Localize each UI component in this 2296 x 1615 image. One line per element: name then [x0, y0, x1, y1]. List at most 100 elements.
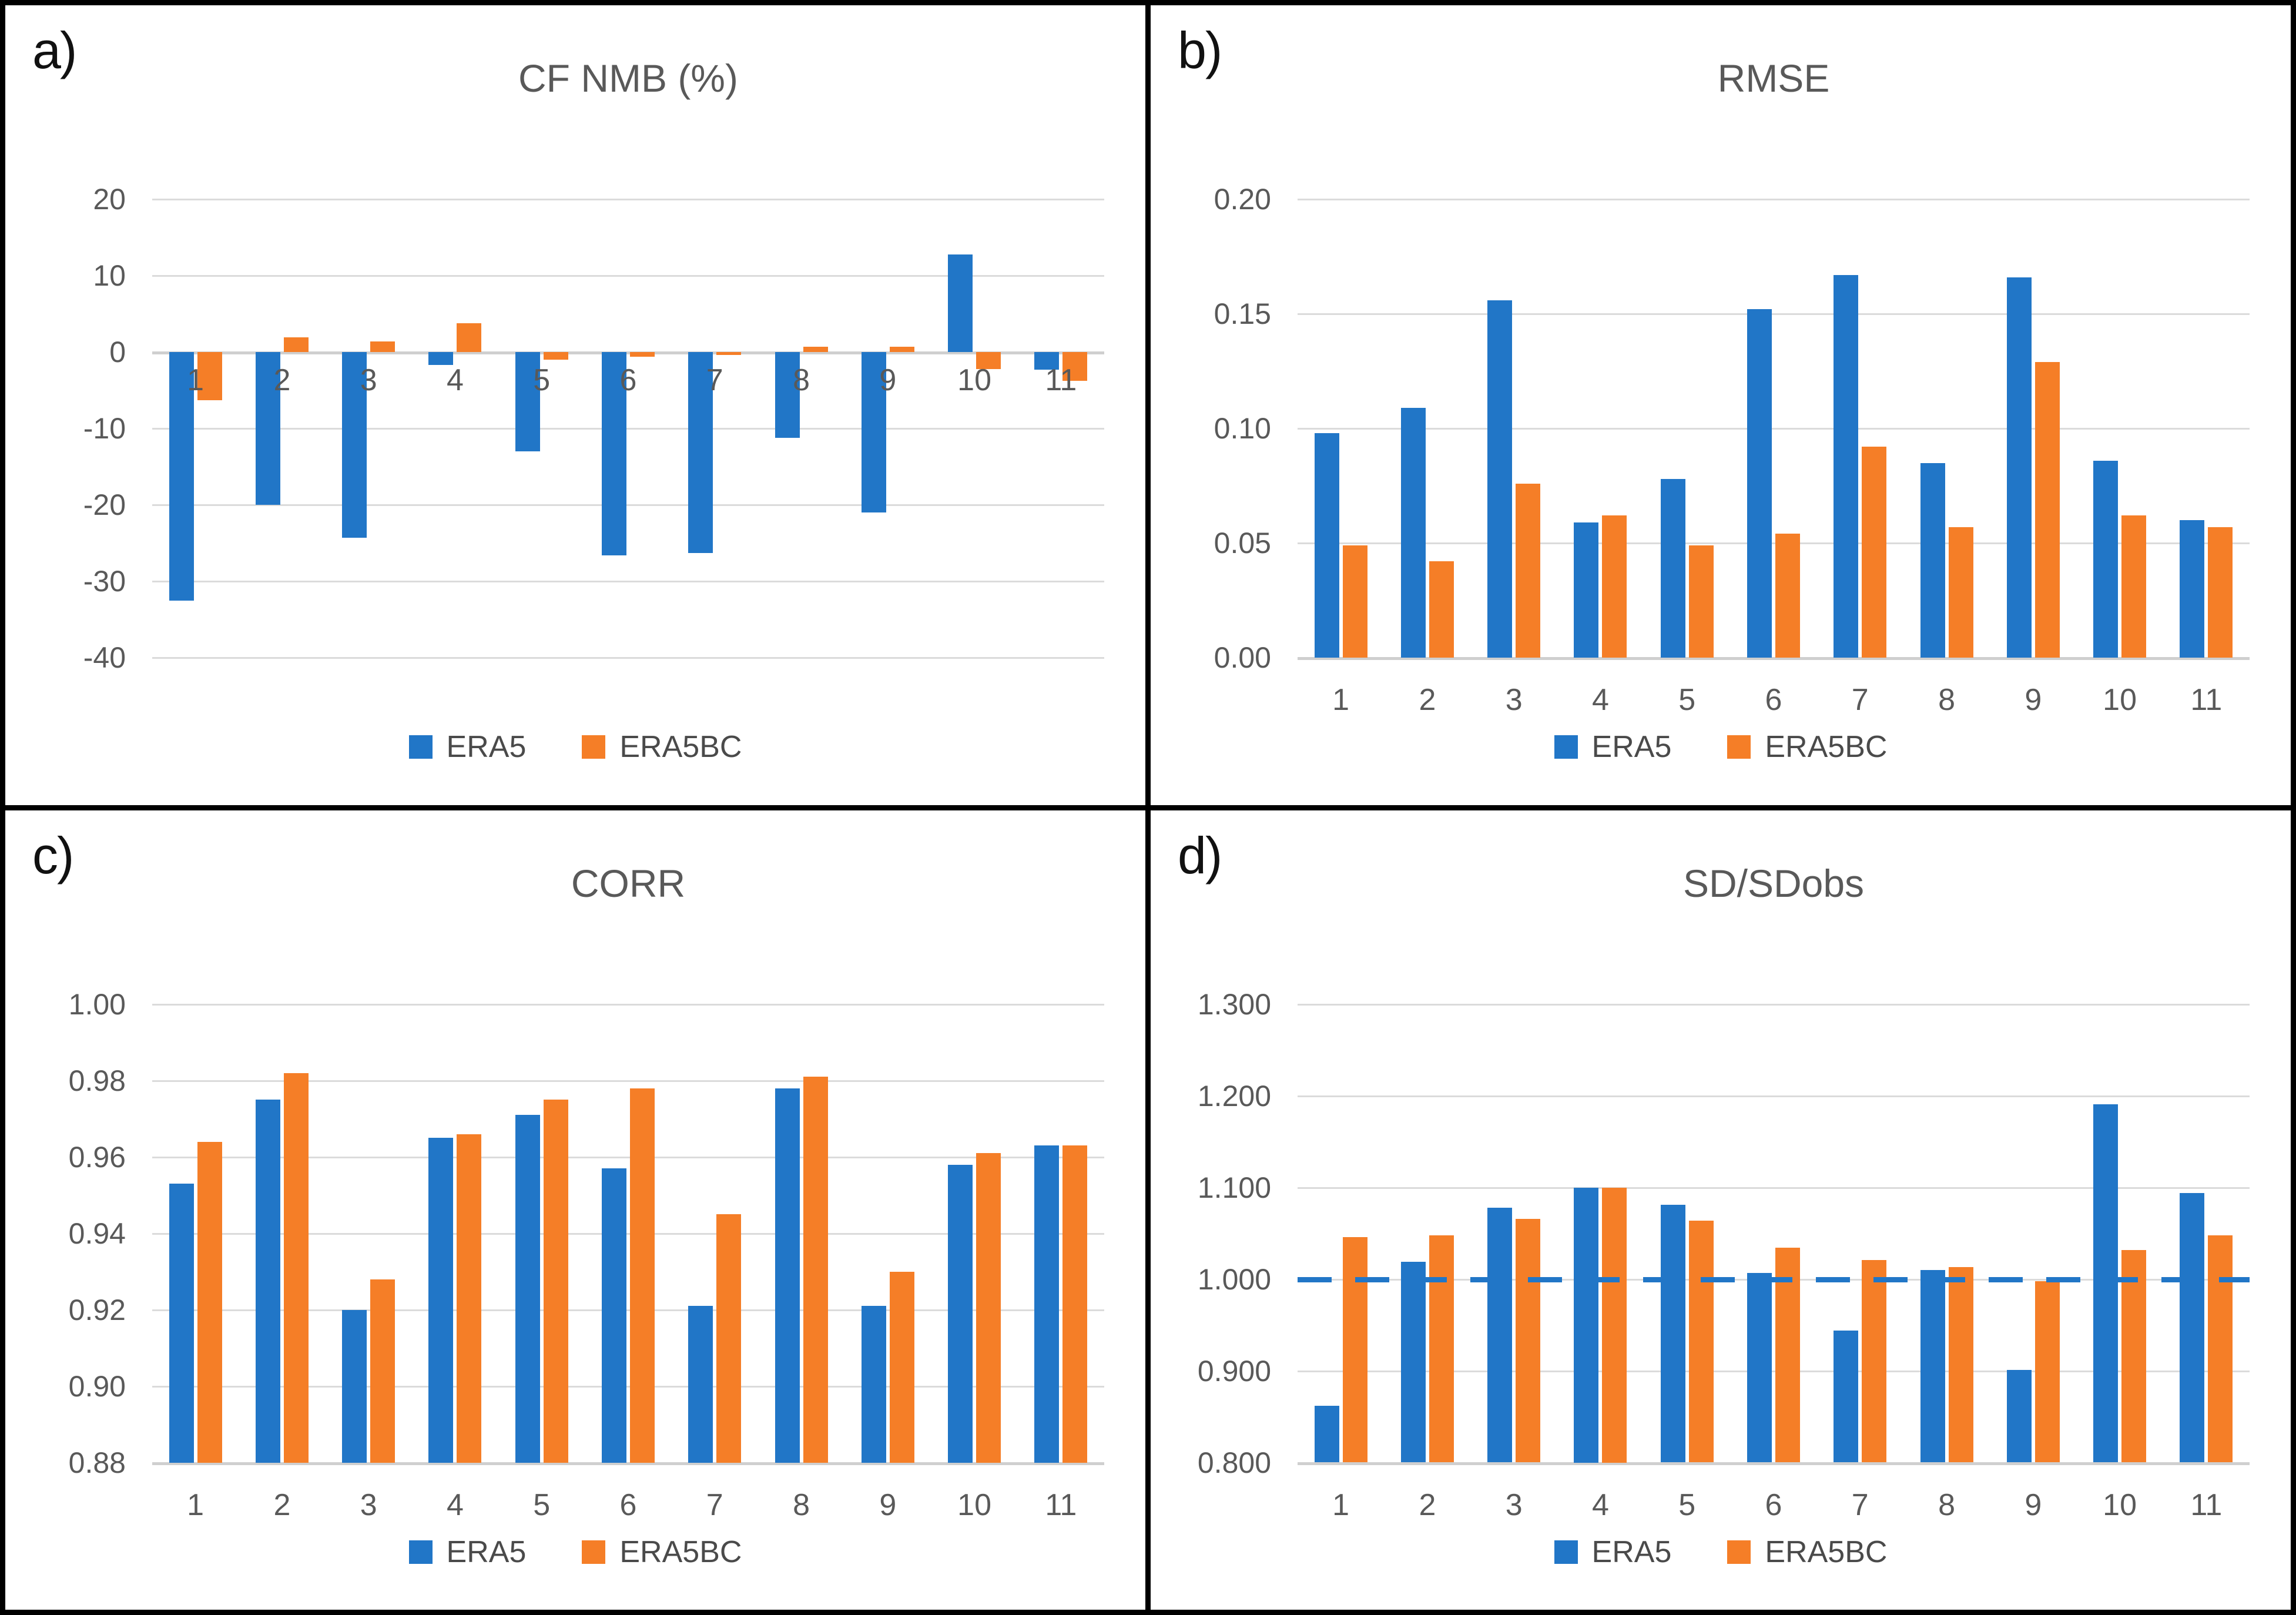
x-axis-category-label: 1	[1332, 683, 1350, 717]
chart-title-sd-sdobs: SD/SDobs	[1682, 861, 1865, 905]
x-axis-category-label: 1	[187, 1487, 205, 1522]
x-axis-category-label: 2	[1419, 1487, 1436, 1522]
bar-era5-cat6	[602, 1168, 626, 1463]
x-axis-category-label: 8	[793, 1487, 810, 1522]
panel-d: d) SD/SDobs 1.300 1.200 1.100 1.000 0.900 0.8…	[1151, 810, 2291, 1610]
bar-era5bc-cat10	[976, 352, 1001, 369]
legend-label: ERA5	[1591, 1534, 1672, 1569]
x-axis-category-label: 4	[1591, 683, 1609, 717]
x-axis-category-label: 6	[619, 1487, 637, 1522]
panel-b: b) RMSE 0.20 0.15 0.10 0.05 0.00 1 2 3 4 5 6 7 8 9 10 1…	[1151, 5, 2291, 805]
gridline	[152, 1156, 1104, 1158]
x-axis-category-label: 9	[879, 1487, 897, 1522]
y-axis-tick-label: 0.98	[68, 1064, 126, 1097]
gridline	[152, 657, 1104, 659]
y-axis-tick-label: -20	[83, 488, 126, 521]
bar-era5-cat8	[1920, 1269, 1945, 1463]
legend-swatch-icon	[582, 735, 606, 759]
y-axis-tick-label: 0.15	[1214, 297, 1271, 330]
bar-era5bc-cat11	[1062, 1145, 1088, 1463]
y-axis-tick-label: 0.92	[68, 1293, 126, 1326]
bar-era5bc-cat8	[803, 1077, 828, 1463]
legend-swatch-icon	[1554, 1540, 1578, 1564]
panel-c: c) CORR 1.00 0.98 0.96 0.94 0.92 0.90 0.88 1 2 3 4…	[5, 810, 1145, 1610]
gridline	[152, 1003, 1104, 1006]
x-axis-category-label: 4	[446, 363, 464, 397]
bar-era5-cat5	[515, 1115, 540, 1463]
y-axis-tick-label: 0.00	[1214, 641, 1271, 674]
x-axis-category-label: 1	[1332, 1487, 1350, 1522]
x-axis-category-label: 8	[793, 363, 810, 397]
bar-era5bc-cat4	[1602, 1187, 1627, 1463]
gridline	[152, 1232, 1104, 1235]
x-axis-category-label: 10	[2103, 1487, 2137, 1522]
y-axis-tick-label: 0.800	[1197, 1446, 1271, 1479]
legend-swatch-icon	[408, 735, 433, 759]
bar-era5-cat7	[1834, 274, 1859, 658]
bar-era5bc-cat4	[457, 1134, 482, 1463]
bar-era5-cat10	[948, 254, 973, 352]
bar-era5bc-cat5	[543, 352, 568, 360]
gridline	[1298, 1462, 2250, 1465]
gridline	[1298, 1187, 2250, 1189]
gridline	[152, 1080, 1104, 1082]
x-axis-category-label: 11	[1045, 1487, 1077, 1522]
bar-era5bc-cat7	[716, 1214, 742, 1463]
gridline	[152, 199, 1104, 200]
x-axis-category-label: 10	[2103, 683, 2137, 717]
x-axis-category-label: 5	[1678, 683, 1696, 717]
bar-era5bc-cat9	[889, 1271, 914, 1463]
legend-swatch-icon	[1727, 1540, 1751, 1564]
bar-era5-cat7	[688, 1306, 713, 1463]
x-axis-category-label: 11	[2190, 683, 2223, 717]
legend-item-era5bc: ERA5BC	[1727, 729, 1887, 765]
panel-label-b: b)	[1178, 21, 1222, 79]
legend-label: ERA5	[1591, 730, 1672, 764]
bar-era5-cat5	[1660, 478, 1685, 658]
bar-era5bc-cat3	[1516, 1218, 1541, 1463]
x-axis-category-label: 5	[1678, 1487, 1696, 1522]
y-axis-tick-label: 0.20	[1214, 183, 1271, 216]
x-axis-category-label: 6	[1765, 683, 1782, 717]
bar-era5-cat1	[1314, 1405, 1339, 1463]
bar-era5bc-cat11	[1062, 352, 1088, 381]
bar-era5-cat3	[1487, 1207, 1513, 1463]
y-axis-tick-label: 1.300	[1197, 987, 1271, 1021]
x-axis-category-label: 2	[273, 363, 291, 397]
bar-era5-cat2	[1400, 1261, 1426, 1463]
legend-item-era5bc: ERA5BC	[1727, 1534, 1887, 1570]
legend: ERA5 ERA5BC	[1151, 1534, 2291, 1570]
bar-era5-cat10	[2093, 1104, 2119, 1463]
x-axis-category-label: 7	[706, 363, 723, 397]
x-axis-category-label: 9	[2024, 1487, 2042, 1522]
bar-era5bc-cat6	[1775, 1248, 1800, 1463]
bar-era5-cat8	[775, 1088, 800, 1463]
bar-era5-cat2	[1400, 407, 1426, 658]
chart-title-corr: CORR	[571, 861, 686, 905]
x-axis-category-label: 1	[187, 363, 205, 397]
chart-title-cf-nmb: CF NMB (%)	[518, 56, 738, 100]
x-axis-category-label: 8	[1938, 1487, 1955, 1522]
gridline	[1298, 313, 2250, 315]
bar-era5bc-cat10	[976, 1153, 1001, 1463]
bar-era5bc-cat11	[2208, 527, 2233, 658]
bar-era5-cat7	[1834, 1330, 1859, 1463]
bar-era5bc-cat2	[283, 337, 309, 352]
reference-line	[1298, 1276, 2250, 1282]
bar-era5bc-cat3	[370, 1279, 395, 1463]
y-axis-tick-label: 0.94	[68, 1217, 126, 1250]
legend-swatch-icon	[1554, 735, 1578, 759]
x-axis-category-label: 6	[1765, 1487, 1782, 1522]
x-axis-category-label: 6	[619, 363, 637, 397]
bar-era5-cat8	[1920, 463, 1945, 658]
y-axis-tick-label: 10	[93, 259, 126, 292]
gridline	[152, 581, 1104, 582]
y-axis-tick-label: 1.100	[1197, 1171, 1271, 1204]
bar-era5-cat11	[1034, 352, 1060, 370]
x-axis-category-label: 7	[706, 1487, 723, 1522]
bar-era5-cat11	[1034, 1145, 1060, 1463]
bar-era5-cat5	[1660, 1205, 1685, 1463]
bar-era5bc-cat1	[1342, 1237, 1367, 1463]
y-axis-tick-label: 0.05	[1214, 527, 1271, 559]
